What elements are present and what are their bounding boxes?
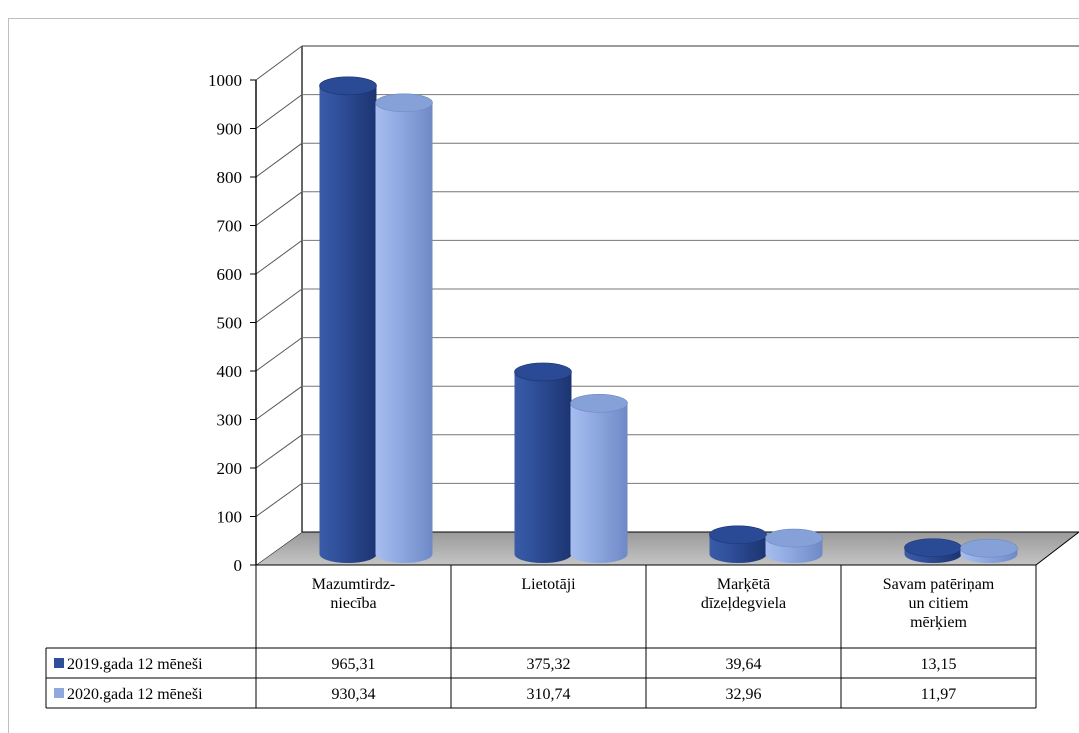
category-label: Marķētā [717, 576, 770, 593]
gridline-side [255, 142, 303, 178]
y-tick-label: 0 [234, 556, 243, 575]
category-label: Mazumtirdz- [312, 576, 396, 593]
bar-2019-cat-3 [904, 538, 962, 563]
table-value: 39,64 [726, 656, 762, 673]
category-label: Lietotāji [521, 576, 576, 593]
category-label: niecība [330, 595, 376, 612]
bar-top-cap [709, 525, 767, 545]
bar-2019-cat-2 [709, 525, 767, 563]
category-label: dīzeļdegviela [701, 595, 786, 612]
y-tick-label: 400 [217, 362, 243, 381]
gridline-side [255, 239, 303, 275]
gridline-side [255, 482, 303, 517]
bar-top-cap [765, 528, 823, 548]
y-tick-label: 100 [217, 508, 243, 527]
y-tick-label: 600 [217, 265, 243, 284]
table-value: 310,74 [527, 686, 571, 703]
table-value: 32,96 [726, 686, 762, 703]
category-label: Savam patēriņam [883, 576, 995, 593]
bar-2019-cat-0 [319, 76, 377, 564]
table-value: 930,34 [332, 686, 376, 703]
gridline-side [255, 94, 303, 129]
gridline-side [255, 288, 303, 323]
category-label: un citiem [909, 595, 970, 612]
chart-frame [8, 18, 1079, 733]
bar-2020-cat-3 [960, 538, 1018, 563]
bar-2020-cat-2 [765, 528, 823, 563]
bar-top-cap [375, 93, 433, 113]
y-tick-label: 300 [217, 411, 243, 430]
bar-2019-cat-1 [514, 362, 572, 563]
table-value: 965,31 [332, 656, 376, 673]
table-value: 11,97 [921, 686, 956, 703]
table-value: 13,15 [921, 656, 957, 673]
bar-body [570, 403, 628, 563]
bar-body [514, 371, 572, 563]
category-label: mērķiem [910, 614, 967, 631]
y-tick-label: 800 [217, 168, 243, 187]
bar-top-cap [570, 393, 628, 413]
y-tick-label: 200 [217, 459, 243, 478]
bar-2020-cat-0 [375, 93, 433, 564]
gridline-side [255, 337, 303, 372]
y-tick-label: 900 [217, 120, 243, 139]
legend-label: 2020.gada 12 mēneši [67, 686, 203, 703]
bar-body [375, 102, 433, 564]
bar-top-cap [319, 76, 377, 96]
bar-top-cap [514, 362, 572, 382]
y-tick-label: 700 [217, 217, 243, 236]
legend-label: 2019.gada 12 mēneši [67, 656, 203, 673]
y-tick-label: 1000 [208, 71, 242, 90]
legend-swatch [54, 688, 64, 698]
bar-body [319, 85, 377, 564]
gridline-side [255, 434, 303, 469]
legend-swatch [54, 658, 64, 668]
bar-top-cap [960, 538, 1018, 558]
gridline-side [255, 45, 303, 81]
y-tick-label: 500 [217, 314, 243, 333]
gridline-side [255, 191, 303, 226]
gridline-side [255, 385, 303, 420]
bar-2020-cat-1 [570, 393, 628, 563]
table-value: 375,32 [527, 656, 571, 673]
bar-top-cap [904, 538, 962, 557]
